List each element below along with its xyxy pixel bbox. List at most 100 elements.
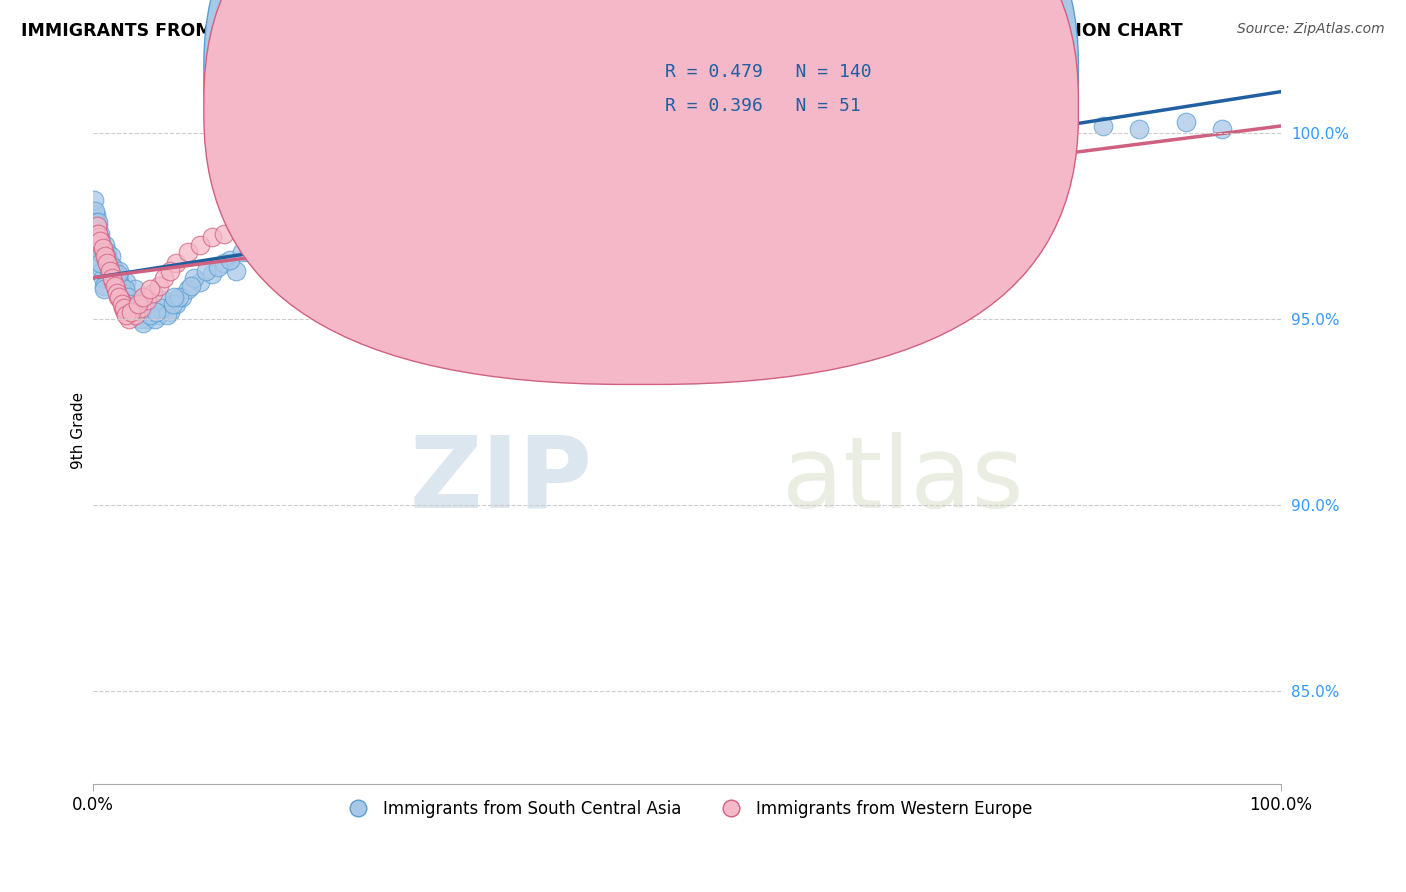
Point — [110, 293, 132, 308]
Point — [83, 193, 105, 207]
Point — [188, 275, 211, 289]
Point — [120, 301, 142, 315]
Point — [127, 297, 149, 311]
Point — [86, 237, 108, 252]
Point — [225, 219, 247, 234]
Text: Source: ZipAtlas.com: Source: ZipAtlas.com — [1237, 22, 1385, 37]
Point — [94, 249, 117, 263]
Point — [87, 219, 110, 234]
Point — [108, 271, 131, 285]
Point — [90, 237, 112, 252]
Point — [439, 170, 461, 185]
Point — [87, 215, 110, 229]
Point — [218, 252, 240, 267]
Point — [118, 312, 141, 326]
Point — [94, 237, 117, 252]
Point — [87, 227, 110, 241]
Point — [546, 186, 568, 200]
Y-axis label: 9th Grade: 9th Grade — [72, 392, 86, 469]
Point — [91, 264, 114, 278]
Point — [853, 145, 876, 159]
Point — [142, 286, 165, 301]
Point — [94, 249, 117, 263]
Point — [159, 264, 181, 278]
Point — [201, 268, 224, 282]
Point — [319, 219, 342, 234]
Point — [87, 237, 110, 252]
Point — [118, 297, 141, 311]
Point — [89, 256, 111, 270]
Point — [319, 193, 342, 207]
Point — [139, 309, 162, 323]
Point — [378, 182, 401, 196]
Point — [86, 230, 108, 244]
Point — [1032, 219, 1054, 234]
Point — [212, 256, 235, 270]
Point — [125, 309, 148, 323]
Point — [159, 304, 181, 318]
Point — [165, 297, 187, 311]
Point — [295, 208, 318, 222]
Point — [100, 249, 122, 263]
Point — [1091, 119, 1114, 133]
Point — [177, 282, 200, 296]
Point — [93, 278, 115, 293]
Point — [122, 304, 145, 318]
Point — [153, 293, 176, 308]
Point — [295, 201, 318, 215]
Point — [103, 260, 125, 274]
Point — [474, 186, 496, 200]
Point — [163, 290, 186, 304]
Text: IMMIGRANTS FROM SOUTH CENTRAL ASIA VS IMMIGRANTS FROM WESTERN EUROPE 9TH GRADE C: IMMIGRANTS FROM SOUTH CENTRAL ASIA VS IM… — [21, 22, 1182, 40]
Point — [97, 264, 120, 278]
Point — [284, 215, 307, 229]
Point — [105, 286, 128, 301]
Point — [700, 167, 723, 181]
Point — [120, 304, 142, 318]
Point — [112, 290, 135, 304]
Text: R = 0.479   N = 140: R = 0.479 N = 140 — [665, 63, 872, 81]
Point — [616, 182, 638, 196]
Point — [735, 163, 758, 178]
Point — [148, 278, 170, 293]
Point — [132, 316, 155, 330]
Point — [1128, 122, 1150, 136]
Point — [96, 256, 118, 270]
Point — [236, 245, 259, 260]
Point — [86, 227, 108, 241]
Point — [142, 301, 165, 315]
Point — [89, 245, 111, 260]
Point — [266, 219, 288, 234]
Point — [108, 290, 131, 304]
Point — [616, 175, 638, 189]
Point — [124, 282, 146, 296]
Point — [759, 160, 782, 174]
Point — [794, 156, 817, 170]
Point — [115, 275, 138, 289]
Point — [498, 182, 520, 196]
Point — [581, 186, 603, 200]
Point — [135, 293, 157, 308]
Point — [84, 215, 107, 229]
Point — [107, 290, 129, 304]
Point — [332, 223, 354, 237]
Point — [148, 309, 170, 323]
Point — [104, 268, 127, 282]
Point — [569, 175, 592, 189]
Point — [156, 309, 179, 323]
Point — [112, 301, 135, 315]
Point — [90, 234, 112, 248]
Point — [89, 230, 111, 244]
Point — [114, 304, 136, 318]
Point — [450, 189, 472, 203]
Point — [162, 297, 184, 311]
Point — [509, 178, 531, 193]
Point — [127, 304, 149, 318]
Point — [101, 271, 124, 285]
Point — [89, 234, 111, 248]
Point — [103, 268, 125, 282]
Point — [1056, 129, 1078, 144]
Point — [91, 242, 114, 256]
Point — [877, 141, 900, 155]
Point — [117, 290, 139, 304]
